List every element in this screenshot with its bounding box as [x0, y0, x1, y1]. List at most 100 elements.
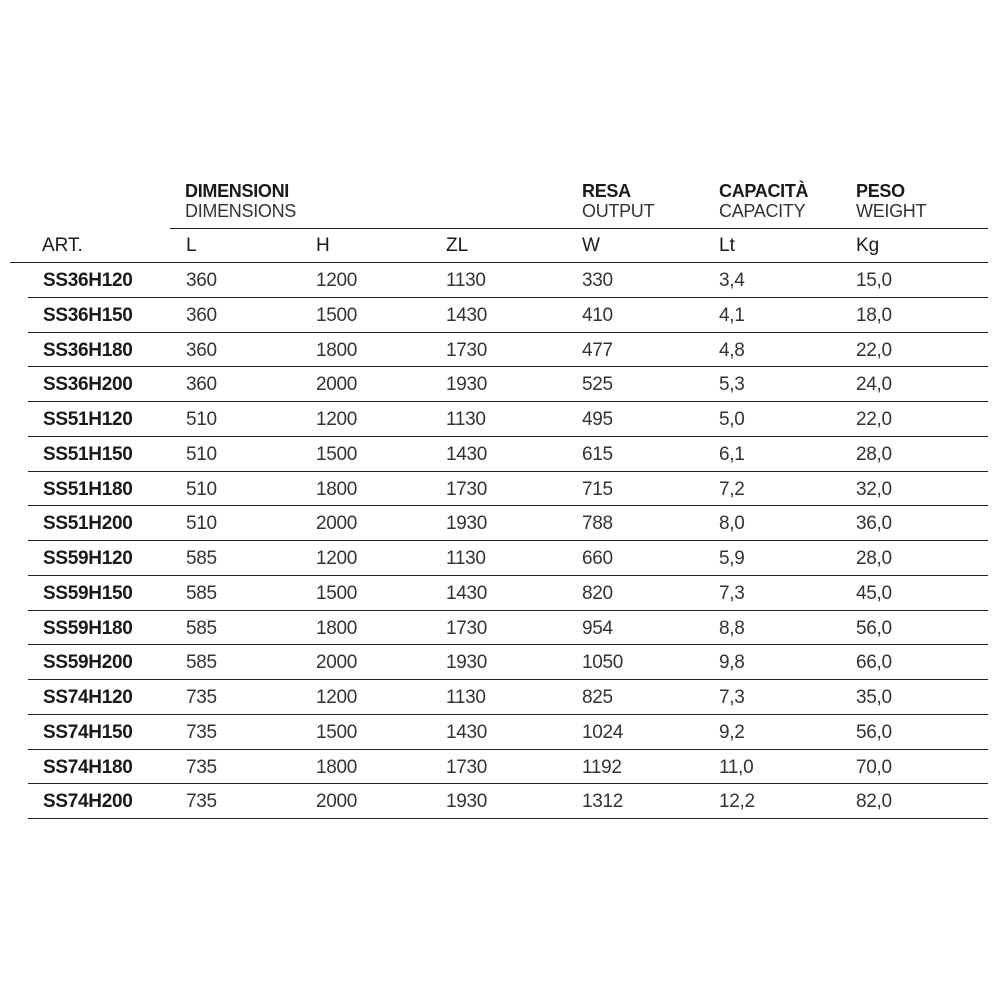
cell-l: 510 [186, 513, 217, 535]
cell-kg: 24,0 [856, 374, 892, 396]
table-row: SS59H150 585 1500 1430 820 7,3 45,0 [28, 576, 988, 611]
table-row: SS59H200 585 2000 1930 1050 9,8 66,0 [28, 645, 988, 680]
cell-h: 1200 [316, 548, 358, 569]
table-row: SS36H180 360 1800 1730 477 4,8 22,0 [28, 333, 988, 368]
cell-art: SS74H120 [43, 687, 133, 708]
cell-zl: 1130 [446, 409, 486, 430]
cell-lt: 4,1 [719, 304, 745, 326]
cell-zl: 1730 [446, 339, 488, 361]
cell-kg: 22,0 [856, 409, 892, 430]
cell-art: SS36H180 [43, 339, 133, 361]
cell-kg: 28,0 [856, 548, 892, 569]
cell-zl: 1430 [446, 582, 488, 604]
col-w: W [582, 235, 600, 256]
cell-kg: 28,0 [856, 443, 892, 465]
cell-l: 735 [186, 756, 217, 778]
cell-lt: 5,9 [719, 548, 745, 569]
header-weight-en: WEIGHT [856, 201, 927, 221]
cell-kg: 15,0 [856, 270, 892, 291]
col-art: ART. [42, 235, 83, 256]
header-output-en: OUTPUT [582, 201, 655, 221]
column-header-divider [10, 262, 988, 263]
table-row: SS51H120 510 1200 1130 495 5,0 22,0 [28, 402, 988, 437]
cell-w: 820 [582, 582, 613, 604]
cell-h: 1200 [316, 687, 358, 708]
cell-w: 525 [582, 374, 613, 396]
cell-kg: 35,0 [856, 687, 892, 708]
cell-lt: 3,4 [719, 270, 745, 291]
cell-l: 585 [186, 652, 217, 674]
cell-zl: 1730 [446, 756, 488, 778]
header-weight-it: PESO [856, 181, 905, 201]
cell-h: 1800 [316, 339, 358, 361]
cell-art: SS51H200 [43, 513, 133, 535]
cell-lt: 7,2 [719, 478, 745, 500]
col-zl: ZL [446, 235, 469, 256]
cell-h: 1500 [316, 721, 358, 743]
cell-h: 2000 [316, 513, 358, 535]
col-kg: Kg [856, 235, 880, 256]
cell-l: 735 [186, 687, 217, 708]
table-row: SS74H120 735 1200 1130 825 7,3 35,0 [28, 680, 988, 715]
cell-art: SS59H120 [43, 548, 133, 569]
cell-lt: 7,3 [719, 582, 745, 604]
cell-h: 1800 [316, 478, 358, 500]
cell-art: SS51H150 [43, 443, 133, 465]
cell-lt: 5,0 [719, 409, 745, 430]
cell-art: SS51H180 [43, 478, 133, 500]
cell-zl: 1430 [446, 721, 488, 743]
cell-l: 585 [186, 548, 217, 569]
cell-l: 360 [186, 270, 217, 291]
cell-kg: 82,0 [856, 791, 892, 813]
cell-art: SS36H150 [43, 304, 133, 326]
cell-kg: 36,0 [856, 513, 892, 535]
header-capacity-it: CAPACITÀ [719, 181, 809, 201]
header-divider [170, 228, 988, 229]
cell-w: 788 [582, 513, 613, 535]
cell-h: 2000 [316, 791, 358, 813]
cell-lt: 12,2 [719, 791, 755, 813]
cell-l: 510 [186, 443, 217, 465]
cell-h: 1500 [316, 582, 358, 604]
cell-kg: 45,0 [856, 582, 892, 604]
cell-lt: 9,2 [719, 721, 745, 743]
cell-h: 1800 [316, 617, 358, 639]
cell-w: 330 [582, 270, 613, 291]
cell-h: 1800 [316, 756, 358, 778]
cell-w: 660 [582, 548, 613, 569]
cell-kg: 56,0 [856, 617, 892, 639]
cell-l: 585 [186, 617, 217, 639]
table-row: SS74H200 735 2000 1930 1312 12,2 82,0 [28, 784, 988, 819]
cell-w: 1024 [582, 721, 624, 743]
cell-w: 1312 [582, 791, 624, 813]
cell-h: 1500 [316, 304, 358, 326]
cell-kg: 22,0 [856, 339, 892, 361]
cell-zl: 1930 [446, 513, 488, 535]
table-row: SS59H120 585 1200 1130 660 5,9 28,0 [28, 541, 988, 576]
cell-kg: 18,0 [856, 304, 892, 326]
cell-zl: 1730 [446, 617, 488, 639]
cell-l: 735 [186, 721, 217, 743]
cell-zl: 1930 [446, 652, 488, 674]
cell-w: 715 [582, 478, 613, 500]
cell-h: 1500 [316, 443, 358, 465]
col-lt: Lt [719, 235, 735, 256]
cell-art: SS59H200 [43, 652, 133, 674]
cell-h: 1200 [316, 409, 358, 430]
cell-w: 615 [582, 443, 613, 465]
cell-l: 510 [186, 478, 217, 500]
header-output-it: RESA [582, 181, 631, 201]
cell-lt: 8,8 [719, 617, 745, 639]
cell-w: 954 [582, 617, 613, 639]
cell-l: 360 [186, 304, 217, 326]
table-row: SS74H150 735 1500 1430 1024 9,2 56,0 [28, 715, 988, 750]
cell-lt: 6,1 [719, 443, 745, 465]
cell-kg: 56,0 [856, 721, 892, 743]
col-h: H [316, 235, 330, 256]
header-capacity-en: CAPACITY [719, 201, 806, 221]
cell-l: 360 [186, 374, 217, 396]
cell-lt: 7,3 [719, 687, 745, 708]
header-dimensions-it: DIMENSIONI [185, 181, 290, 201]
table-row: SS74H180 735 1800 1730 1192 11,0 70,0 [28, 750, 988, 785]
cell-w: 410 [582, 304, 613, 326]
